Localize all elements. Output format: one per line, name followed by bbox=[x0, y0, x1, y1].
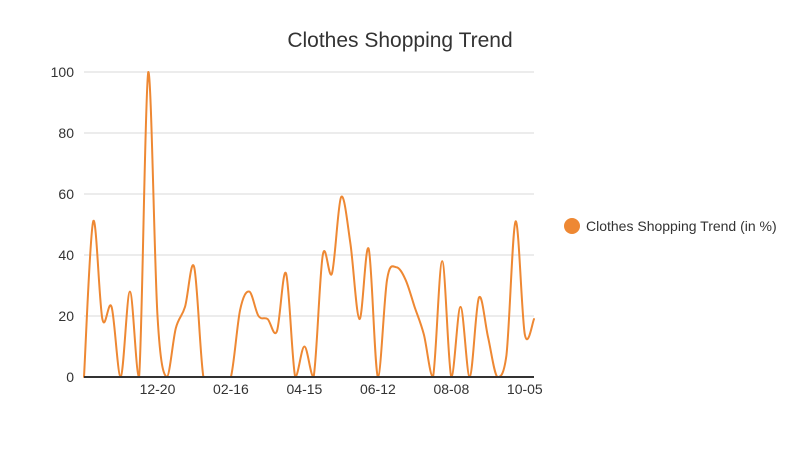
y-tick-label: 80 bbox=[58, 125, 74, 141]
y-tick-label: 100 bbox=[51, 64, 75, 80]
chart-title: Clothes Shopping Trend bbox=[287, 29, 512, 52]
x-tick-label: 06-12 bbox=[360, 381, 396, 397]
x-tick-label: 10-05 bbox=[507, 381, 543, 397]
legend-marker[interactable] bbox=[564, 218, 580, 234]
y-tick-label: 20 bbox=[58, 308, 74, 324]
series-line bbox=[83, 70, 535, 378]
series-lines bbox=[83, 70, 535, 378]
x-tick-label: 04-15 bbox=[287, 381, 323, 397]
legend[interactable]: Clothes Shopping Trend (in %) bbox=[564, 218, 777, 234]
x-axis: 12-20 02-16 04-15 06-12 08-08 10-05 bbox=[140, 381, 543, 397]
y-axis: 0 20 40 60 80 100 bbox=[51, 64, 75, 385]
y-tick-label: 60 bbox=[58, 186, 74, 202]
y-tick-label: 40 bbox=[58, 247, 74, 263]
x-tick-label: 08-08 bbox=[433, 381, 469, 397]
x-tick-label: 12-20 bbox=[140, 381, 176, 397]
y-tick-label: 0 bbox=[66, 369, 74, 385]
legend-label[interactable]: Clothes Shopping Trend (in %) bbox=[586, 218, 777, 234]
x-tick-label: 02-16 bbox=[213, 381, 249, 397]
